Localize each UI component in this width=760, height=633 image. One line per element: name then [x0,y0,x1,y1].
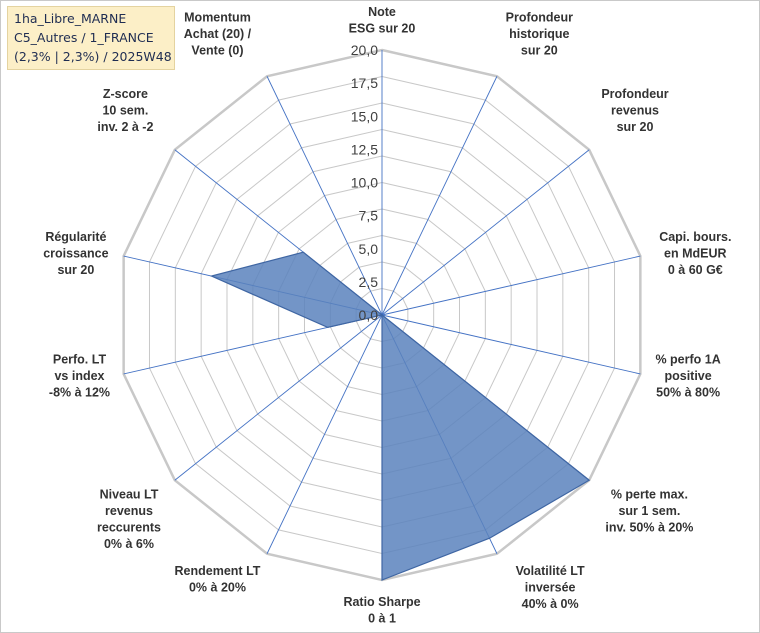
axis-label-6: Volatilité LT inversée 40% à 0% [516,564,585,611]
axis-spoke-9 [174,314,383,481]
axis-label-10: Perfo. LT vs index -8% à 12% [49,352,110,399]
axis-label-3: Capi. bours. en MdEUR 0 à 60 G€ [659,230,731,277]
tick-label: 2,5 [359,274,379,290]
fund-info-line-3: (2,3% | 2,3%) / 2025W48 [14,49,172,64]
axis-spoke-4 [381,314,641,375]
axis-label-5: % perte max. sur 1 sem. inv. 50% à 20% [605,487,693,534]
axis-label-4: % perfo 1A positive 50% à 80% [655,352,720,399]
axis-label-12: Z-score 10 sem. inv. 2 à -2 [97,87,153,134]
axis-label-1: Profondeur historique sur 20 [506,11,573,58]
axis-label-8: Rendement LT 0% à 20% [175,564,261,595]
tick-label: 20,0 [351,42,378,58]
tick-label: 12,5 [351,141,378,157]
axis-label-7: Ratio Sharpe 0 à 1 [343,595,420,626]
radar-axis-labels: Note ESG sur 20 Profondeur historique sur 20… [43,5,731,626]
axis-label-13: Momentum Achat (20) / Vente (0) [184,11,252,58]
tick-label: 0,0 [359,307,379,323]
fund-info-line-1: 1ha_Libre_MARNE [14,11,127,26]
radar-tick-labels: 0,0 2,5 5,0 7,5 10,0 12,5 15,0 17,5 20,0 [351,42,378,323]
tick-label: 5,0 [359,241,379,257]
fund-info-line-2: C5_Autres / 1_FRANCE [14,30,154,45]
tick-label: 7,5 [359,208,379,224]
axis-spoke-2 [381,149,590,316]
axis-spoke-13 [266,76,383,316]
axis-spoke-8 [266,314,383,554]
axis-spoke-1 [381,76,498,316]
axis-label-9: Niveau LT revenus reccurents 0% à 6% [97,487,161,551]
radar-series [209,251,591,581]
fund-info-box: 1ha_Libre_MARNE C5_Autres / 1_FRANCE (2,… [7,6,175,70]
axis-spoke-3 [381,255,641,316]
tick-label: 10,0 [351,175,378,191]
tick-label: 17,5 [351,75,378,91]
axis-label-0: Note ESG sur 20 [349,5,416,36]
tick-label: 15,0 [351,108,378,124]
axis-label-2: Profondeur revenus sur 20 [601,87,668,134]
series-area [209,251,591,581]
axis-label-11: Régularité croissance sur 20 [43,230,108,277]
